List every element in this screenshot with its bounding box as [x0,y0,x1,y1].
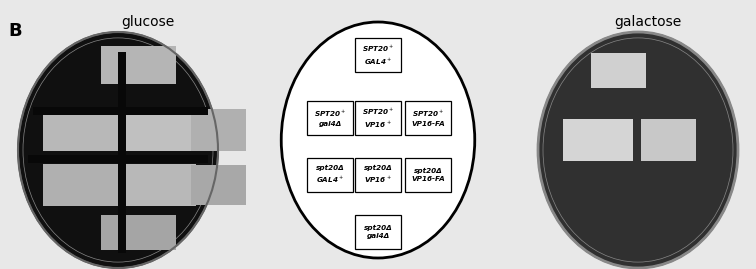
Text: SPT20$^+$
VP16-FA: SPT20$^+$ VP16-FA [411,109,445,127]
Bar [101,46,175,84]
Bar [33,107,208,115]
Bar [101,214,175,250]
FancyBboxPatch shape [355,215,401,249]
FancyBboxPatch shape [355,101,401,135]
Bar [118,52,126,253]
Text: glucose: glucose [122,15,175,29]
Text: SPT20$^+$
GAL4$^+$: SPT20$^+$ GAL4$^+$ [362,43,394,67]
Text: spt20Δ
GAL4$^+$: spt20Δ GAL4$^+$ [315,165,345,185]
FancyBboxPatch shape [307,158,353,192]
Text: SPT20$^+$
VP16$^+$: SPT20$^+$ VP16$^+$ [362,106,394,130]
Text: spt20Δ
VP16-FA: spt20Δ VP16-FA [411,168,445,182]
Bar [563,119,633,161]
Text: spt20Δ
VP16$^+$: spt20Δ VP16$^+$ [364,165,392,185]
FancyBboxPatch shape [355,38,401,72]
FancyBboxPatch shape [307,101,353,135]
Bar [120,164,196,206]
Ellipse shape [18,32,218,268]
Ellipse shape [281,22,475,258]
Bar [640,119,696,161]
Bar [191,165,246,205]
Bar [42,109,117,151]
Text: SPT20$^+$
gal4Δ: SPT20$^+$ gal4Δ [314,109,346,127]
Text: spt20Δ
gal4Δ: spt20Δ gal4Δ [364,225,392,239]
FancyBboxPatch shape [355,158,401,192]
Bar [120,109,196,151]
Bar [42,164,117,206]
FancyBboxPatch shape [405,158,451,192]
FancyBboxPatch shape [405,101,451,135]
Ellipse shape [538,32,738,268]
Text: galactose: galactose [615,15,682,29]
Text: B: B [8,22,22,40]
Bar [191,109,246,151]
Bar [28,155,208,163]
Bar [590,52,646,87]
